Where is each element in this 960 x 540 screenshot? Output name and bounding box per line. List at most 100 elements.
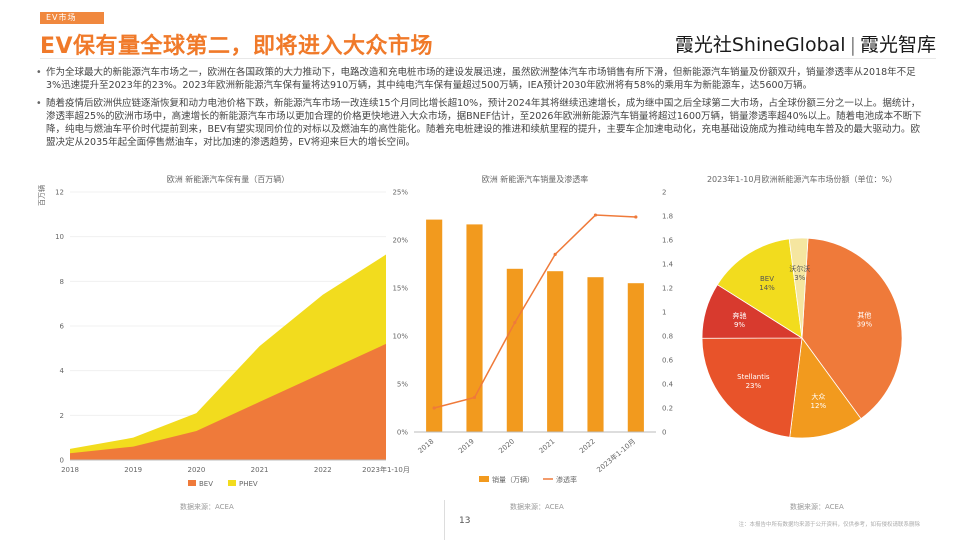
bar-left-ytick: 20% (392, 237, 408, 245)
sales-bar (466, 224, 483, 432)
footnote: 注：本报告中所有数据均来源于公开资料，仅供参考，如有侵权请联系删除 (738, 522, 920, 528)
sales-bar (587, 277, 604, 432)
penetration-point (432, 406, 436, 410)
brand-sub: 霞光智库 (859, 34, 936, 56)
section-tag: EV市场 (40, 12, 104, 24)
bar-left-ytick: 15% (392, 285, 408, 293)
penetration-line (433, 214, 636, 409)
bar-line-chart-svg: 欧洲 新能源汽车销量及渗透率 0% 5% 10% 15% 20% 25% 0 0.2 0.4 0.6… (392, 174, 674, 484)
area-xtick: 2020 (187, 466, 205, 474)
bar-left-ytick: 25% (392, 189, 408, 197)
pie-slice-value: 14% (759, 284, 775, 292)
bar-right-ytick: 1.8 (662, 213, 673, 221)
area-xtick: 2018 (61, 466, 79, 474)
bar-legend-swatch (479, 476, 489, 482)
area-legend-swatch (188, 480, 196, 486)
header-divider (40, 58, 936, 59)
pie-slice (716, 238, 803, 339)
pie-chart-title: 2023年1-10月欧洲新能源汽车市场份额（单位：%） (707, 174, 897, 184)
pie-slice-value: 12% (811, 402, 827, 410)
sales-bar (426, 219, 443, 432)
page-title: EV保有量全球第二，即将进入大众市场 (40, 34, 434, 59)
pie-slice-label: Stellantis (737, 373, 770, 381)
area-ytick: 12 (55, 189, 64, 197)
area-chart-source: 数据来源：ACEA (180, 503, 234, 511)
bar-right-ytick: 1 (662, 309, 666, 317)
bar-xtick: 2023年1-10月 (595, 437, 637, 475)
bar-line-chart: 欧洲 新能源汽车销量及渗透率 0% 5% 10% 15% 20% 25% 0 0.2 0.4 0.6… (380, 166, 680, 506)
pie-chart: 2023年1-10月欧洲新能源汽车市场份额（单位：%） 其他 39% 大众 12% Ste… (690, 166, 930, 506)
area-ytick: 2 (60, 412, 64, 420)
bar-legend-label: 销量（万辆） (492, 475, 534, 484)
area-xtick: 2019 (124, 466, 142, 474)
brand-logo: 霞光社ShineGlobal | 霞光智库 (675, 30, 936, 57)
bar-right-ytick: 0.2 (662, 405, 673, 413)
pie-slice-label: 大众 (811, 392, 825, 401)
pie-slice-label: 其他 (857, 311, 871, 320)
pie-slice-label: 沃尔沃 (789, 264, 810, 273)
area-chart: 欧洲 新能源汽车保有量（百万辆） 百万辆 0 2 4 6 8 10 12 2018 2019 2020… (36, 166, 410, 506)
pie-slice-value: 23% (746, 382, 762, 390)
area-series-bev (70, 343, 386, 460)
bar-left-ytick: 0% (397, 429, 408, 437)
pie-chart-source: 数据来源：ACEA (790, 503, 844, 511)
area-chart-ylabel: 百万辆 (37, 185, 46, 206)
penetration-point (472, 395, 477, 400)
sales-bar (547, 271, 564, 432)
line-legend-label: 渗透率 (556, 475, 577, 484)
bar-xtick: 2022 (578, 437, 597, 455)
penetration-point (513, 320, 517, 325)
pie-slice-value: 39% (857, 321, 873, 329)
page-number: 13 (459, 516, 471, 526)
pie-slice (701, 337, 803, 438)
bar-xtick: 2018 (417, 437, 436, 455)
area-legend-label: PHEV (239, 480, 258, 488)
pie-slice (788, 237, 809, 339)
sales-bar (627, 283, 644, 432)
bullet-1: 作为全球最大的新能源汽车市场之一，欧洲在各国政策的大力推动下，电路改造和充电桩市… (34, 66, 922, 92)
pie-slice-value: 9% (734, 321, 745, 329)
bar-xtick: 2021 (538, 437, 557, 455)
pie-slice (789, 336, 862, 439)
bar-right-ytick: 1.6 (662, 237, 674, 245)
area-chart-title: 欧洲 新能源汽车保有量（百万辆） (167, 174, 290, 184)
brand-name: 霞光社ShineGlobal (674, 34, 846, 56)
area-ytick: 10 (55, 233, 64, 241)
penetration-point (553, 252, 557, 256)
bar-right-ytick: 0.4 (662, 381, 674, 389)
brand-separator: | (849, 34, 856, 56)
pie-slice-label: BEV (760, 275, 774, 283)
bar-right-ytick: 2 (662, 189, 666, 197)
area-xtick: 2023年1-10月 (362, 465, 410, 474)
penetration-point (634, 215, 638, 219)
pie-slice-label: 奔驰 (733, 311, 747, 320)
bar-left-ytick: 5% (397, 381, 408, 389)
bar-right-ytick: 1.2 (662, 285, 673, 293)
bar-xtick: 2020 (497, 437, 516, 455)
area-ytick: 4 (60, 367, 65, 375)
area-legend-label: BEV (199, 480, 213, 488)
footer-divider (444, 500, 445, 540)
bullet-2: 随着疫情后欧洲供应链逐渐恢复和动力电池价格下跌，新能源汽车市场一改连续15个月同… (34, 97, 922, 149)
bullet-list: 作为全球最大的新能源汽车市场之一，欧洲在各国政策的大力推动下，电路改造和充电桩市… (34, 66, 922, 154)
penetration-point (593, 213, 598, 217)
area-legend-swatch (228, 480, 236, 486)
area-ytick: 0 (60, 457, 64, 465)
area-ytick: 8 (60, 278, 64, 286)
area-ytick: 6 (60, 323, 65, 331)
bar-right-ytick: 0.8 (662, 333, 673, 341)
pie-slice-value: 3% (794, 274, 805, 282)
bar-xtick: 2019 (457, 437, 476, 455)
bar-right-ytick: 1.4 (662, 261, 674, 269)
bar-left-ytick: 10% (392, 333, 408, 341)
sales-bar (506, 268, 523, 432)
area-chart-svg: 欧洲 新能源汽车保有量（百万辆） 百万辆 0 2 4 6 8 10 12 2018 2019 2020… (37, 174, 410, 488)
bar-right-ytick: 0.6 (662, 357, 674, 365)
pie-slice (801, 237, 903, 420)
bar-chart-title: 欧洲 新能源汽车销量及渗透率 (482, 174, 589, 184)
area-xtick: 2021 (251, 466, 269, 474)
bar-chart-source: 数据来源：ACEA (510, 503, 564, 511)
area-xtick: 2022 (314, 466, 332, 474)
bar-right-ytick: 0 (662, 429, 666, 437)
